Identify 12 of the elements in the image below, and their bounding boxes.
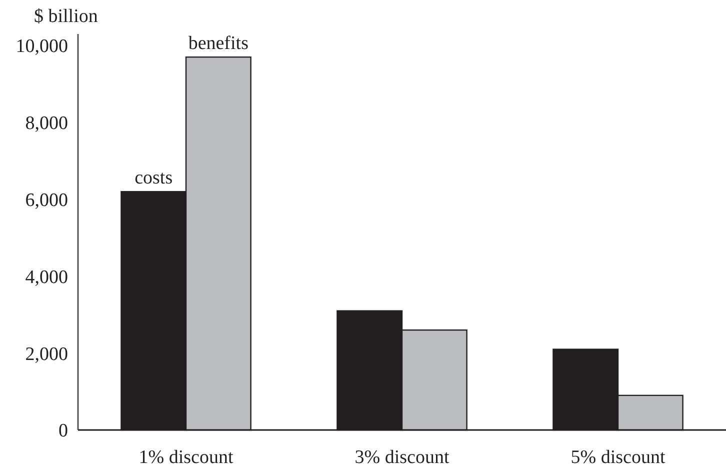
x-tick-label: 3% discount bbox=[354, 447, 450, 468]
x-tick-label: 1% discount bbox=[138, 447, 234, 468]
y-tick-label: 4,000 bbox=[25, 266, 68, 288]
y-tick-label: 10,000 bbox=[16, 36, 68, 58]
y-tick-label: 2,000 bbox=[25, 344, 68, 365]
y-tick-label: 0 bbox=[58, 420, 68, 442]
series-label: benefits bbox=[188, 33, 248, 54]
y-tick-label: 8,000 bbox=[25, 113, 68, 134]
x-tick-label: 5% discount bbox=[570, 447, 666, 468]
y-axis-title: $ billion bbox=[34, 6, 98, 27]
y-tick-label: 6,000 bbox=[25, 190, 68, 211]
series-label: costs bbox=[134, 168, 173, 189]
